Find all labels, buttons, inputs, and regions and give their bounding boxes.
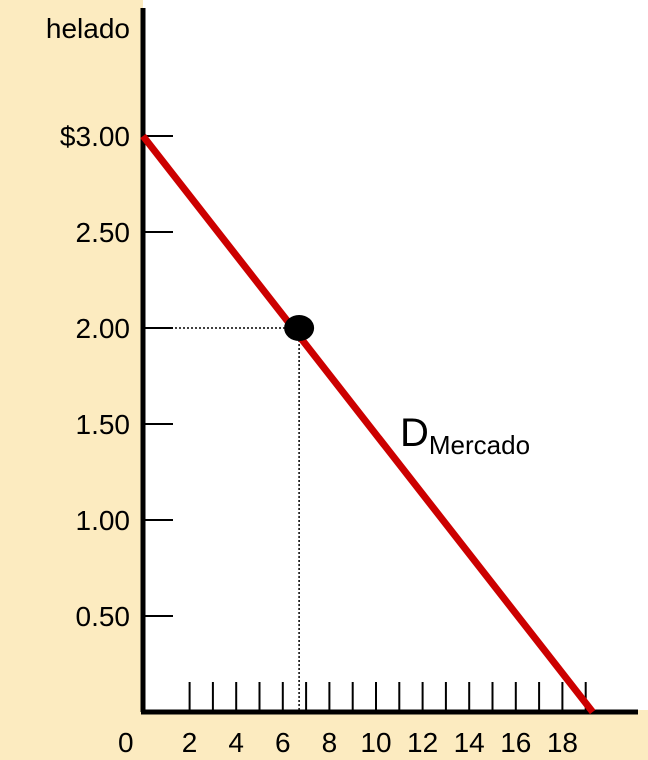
x-tick-label: 6 [275, 727, 291, 758]
series-label-main: D [400, 411, 429, 455]
x-tick-label: 4 [228, 727, 244, 758]
y-tick-label: 1.00 [76, 505, 131, 536]
x-tick-label: 16 [500, 727, 531, 758]
y-tick-label: 2.50 [76, 217, 131, 248]
x-tick-label: 14 [454, 727, 485, 758]
x-tick-label: 18 [547, 727, 578, 758]
x-tick-label: 0 [118, 727, 134, 758]
guide-lines [143, 327, 300, 712]
x-tick-labels: 0 2 4 6 8 10 12 14 16 18 [118, 727, 578, 758]
x-tick-label: 10 [360, 727, 391, 758]
tick-marks [143, 135, 587, 712]
x-tick-label: 12 [407, 727, 438, 758]
highlight-point [284, 315, 315, 341]
y-axis-label: helado [46, 13, 130, 44]
x-tick-label: 8 [322, 727, 338, 758]
y-tick-label: $3.00 [60, 121, 130, 152]
demand-line [140, 133, 596, 715]
series-label: DMercado [400, 411, 530, 460]
y-tick-labels: $3.00 2.50 2.00 1.50 1.00 0.50 [60, 121, 130, 632]
x-tick-label: 2 [182, 727, 198, 758]
y-tick-label: 0.50 [76, 601, 131, 632]
y-tick-label: 2.00 [76, 313, 131, 344]
plot-area [143, 0, 648, 710]
y-tick-label: 1.50 [76, 409, 131, 440]
series-label-sub: Mercado [429, 430, 530, 460]
